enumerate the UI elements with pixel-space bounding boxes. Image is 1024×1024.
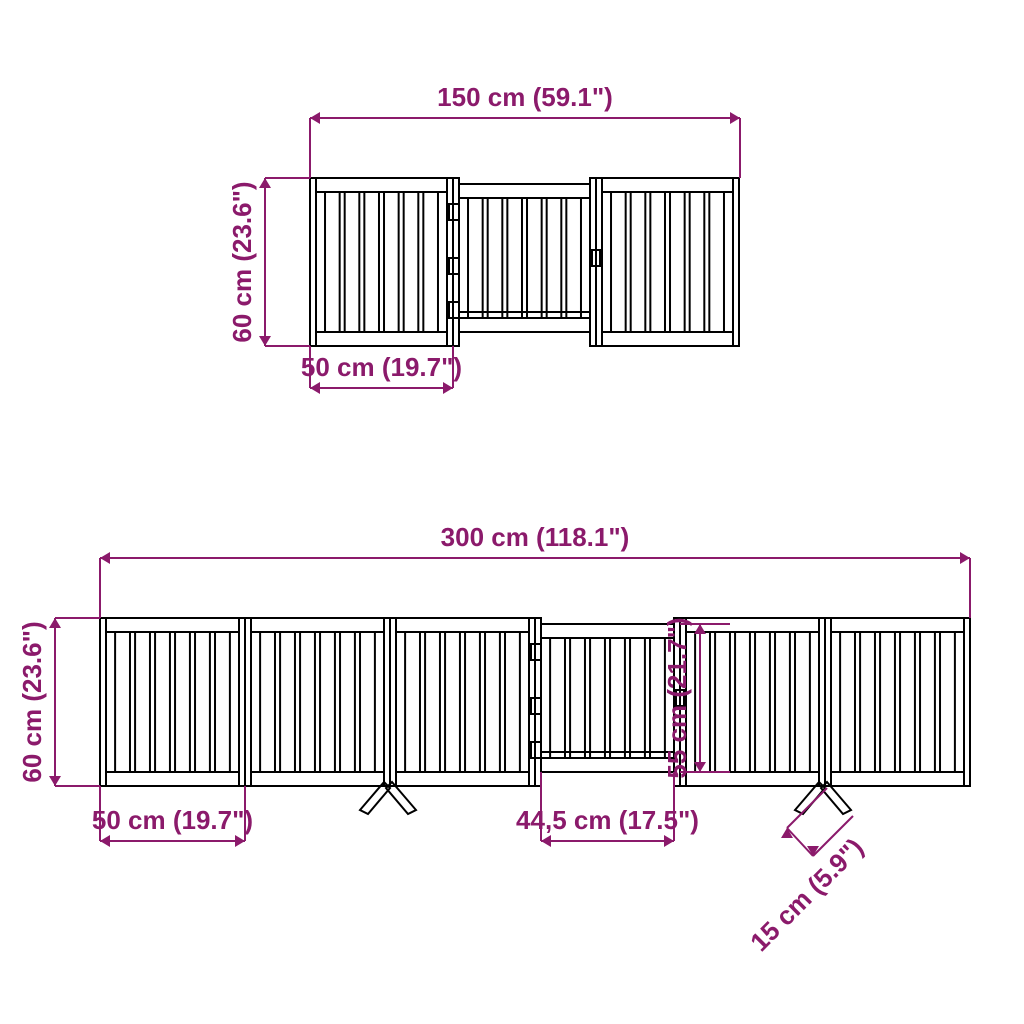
dim-foot-length: 15 cm (5.9")	[744, 832, 869, 957]
dim-door-width: 44,5 cm (17.5")	[516, 805, 699, 835]
fence-panel	[680, 618, 825, 786]
fence-panel	[245, 618, 390, 786]
fence-panel	[825, 618, 970, 786]
fence-panel	[100, 618, 245, 786]
dim-bot-width: 300 cm (118.1")	[441, 522, 630, 552]
dim-bot-panel: 50 cm (19.7")	[92, 805, 253, 835]
fence-panel	[310, 178, 453, 346]
fence-panel	[390, 618, 535, 786]
door-panel	[449, 178, 600, 346]
dim-bot-height: 60 cm (23.6")	[17, 621, 47, 782]
dim-top-panel: 50 cm (19.7")	[301, 352, 462, 382]
dim-top-width: 150 cm (59.1")	[437, 82, 613, 112]
fence-panel	[596, 178, 739, 346]
dim-top-height: 60 cm (23.6")	[227, 181, 257, 342]
dim-door-height: 55 cm (21.7")	[662, 617, 692, 778]
